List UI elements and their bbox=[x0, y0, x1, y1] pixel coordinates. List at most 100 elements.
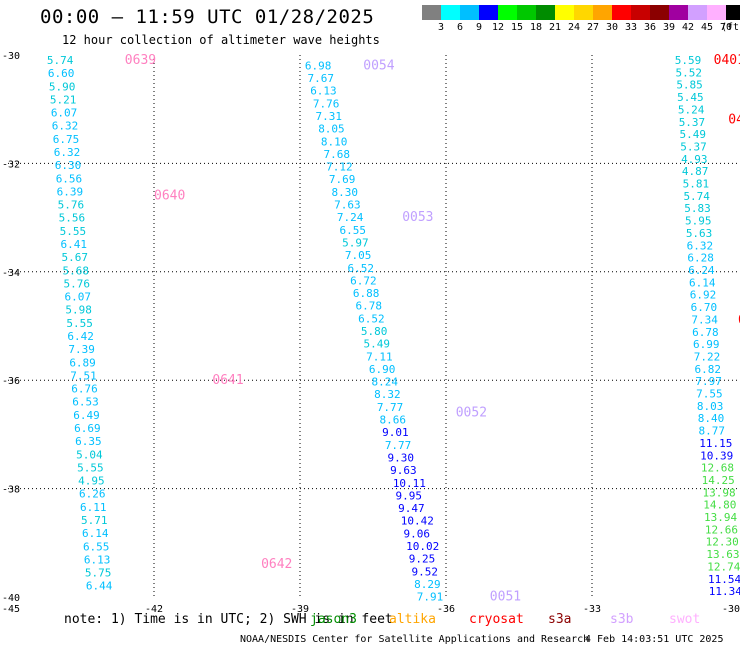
wave-height-label: 6.78 bbox=[692, 326, 719, 339]
wave-height-label: 8.10 bbox=[321, 135, 348, 148]
wave-height-label: 6.28 bbox=[687, 252, 714, 265]
wave-height-label: 5.56 bbox=[59, 212, 86, 225]
wave-height-label: 13.98 bbox=[702, 486, 735, 499]
footer-note: note: 1) Time is in UTC; 2) SWH is in fe… bbox=[64, 612, 393, 627]
wave-height-label: 6.24 bbox=[688, 264, 715, 277]
pass-id-label: 0642 bbox=[261, 557, 292, 572]
y-tick-label: -34 bbox=[2, 268, 20, 279]
wave-height-label: 6.98 bbox=[305, 59, 332, 72]
wave-height-label: 8.29 bbox=[414, 578, 441, 591]
y-tick-label: -36 bbox=[2, 376, 20, 387]
wave-height-label: 5.04 bbox=[76, 448, 103, 461]
wave-height-label: 8.77 bbox=[699, 425, 726, 438]
credit-text: NOAA/NESDIS Center for Satellite Applica… bbox=[240, 634, 590, 645]
wave-height-label: 9.63 bbox=[390, 464, 417, 477]
wave-height-label: 8.03 bbox=[697, 400, 724, 413]
wave-height-label: 7.67 bbox=[308, 72, 335, 85]
wave-height-label: 9.25 bbox=[409, 553, 436, 566]
wave-height-label: 6.11 bbox=[80, 501, 107, 514]
satellite-s3b: s3b bbox=[610, 612, 634, 627]
legend-label: 18 bbox=[529, 22, 543, 33]
wave-height-label: 7.77 bbox=[385, 439, 412, 452]
wave-height-label: 7.39 bbox=[68, 343, 95, 356]
wave-height-label: 11.15 bbox=[699, 437, 732, 450]
chart-title: 00:00 – 11:59 UTC 01/28/2025 bbox=[40, 6, 375, 28]
x-tick-label: -36 bbox=[437, 604, 455, 612]
wave-height-label: 5.37 bbox=[679, 116, 706, 129]
wave-height-label: 6.76 bbox=[71, 383, 98, 396]
wave-height-label: 4.87 bbox=[682, 165, 709, 178]
wave-height-label: 7.69 bbox=[329, 173, 356, 186]
wave-height-label: 6.53 bbox=[72, 396, 99, 409]
wave-height-label: 6.39 bbox=[57, 185, 84, 198]
wave-height-label: 5.63 bbox=[686, 227, 713, 240]
pass-id-label: 0639 bbox=[125, 53, 156, 68]
wave-height-label: 7.76 bbox=[313, 97, 340, 110]
legend-label: 33 bbox=[624, 22, 638, 33]
x-tick-label: -39 bbox=[291, 604, 309, 612]
wave-height-label: 5.71 bbox=[81, 514, 108, 527]
wave-height-label: 6.88 bbox=[353, 287, 380, 300]
wave-height-label: 10.11 bbox=[393, 477, 426, 490]
wave-height-label: 5.90 bbox=[49, 80, 76, 93]
legend-swatch bbox=[517, 5, 536, 20]
x-tick-label: -42 bbox=[145, 604, 163, 612]
wave-height-label: 6.32 bbox=[54, 146, 81, 159]
legend-swatch bbox=[650, 5, 669, 20]
wave-height-label: 5.76 bbox=[63, 277, 89, 290]
wave-height-label: 6.55 bbox=[340, 224, 367, 237]
wave-height-label: 7.55 bbox=[696, 388, 723, 401]
legend-label: 21 bbox=[548, 22, 562, 33]
wave-height-label: 5.45 bbox=[677, 91, 704, 104]
wave-height-label: 5.98 bbox=[65, 304, 92, 317]
legend-label: 9 bbox=[475, 22, 483, 33]
wave-height-label: 13.63 bbox=[706, 548, 739, 561]
wave-height-label: 7.34 bbox=[691, 313, 718, 326]
wave-height-label: 6.90 bbox=[369, 363, 396, 376]
wave-height-label: 12.30 bbox=[706, 536, 739, 549]
wave-height-label: 6.41 bbox=[61, 238, 87, 251]
wave-height-label: 7.12 bbox=[326, 161, 353, 174]
legend-label: 42 bbox=[681, 22, 695, 33]
wave-height-label: 6.44 bbox=[86, 580, 113, 593]
wave-height-label: 7.05 bbox=[345, 249, 372, 262]
legend-swatch bbox=[460, 5, 479, 20]
legend-swatch bbox=[555, 5, 574, 20]
wave-height-label: 6.89 bbox=[69, 356, 96, 369]
wave-height-label: 13.94 bbox=[704, 511, 737, 524]
wave-height-label: 7.68 bbox=[324, 148, 351, 161]
wave-height-label: 9.52 bbox=[411, 565, 438, 578]
wave-height-label: 5.76 bbox=[58, 199, 85, 212]
wave-height-label: 12.66 bbox=[705, 523, 738, 536]
legend-swatch bbox=[593, 5, 612, 20]
pass-id-label: 0401 bbox=[714, 53, 740, 68]
wave-height-label: 7.63 bbox=[334, 199, 361, 212]
wave-height-label: 6.14 bbox=[689, 276, 716, 289]
wave-height-label: 14.80 bbox=[703, 499, 736, 512]
legend-label: 24 bbox=[567, 22, 581, 33]
legend-swatch bbox=[479, 5, 498, 20]
wave-height-label: 6.30 bbox=[55, 159, 82, 172]
legend-swatch bbox=[574, 5, 593, 20]
wave-height-label: 10.02 bbox=[406, 540, 439, 553]
satellite-s3a: s3a bbox=[548, 612, 572, 627]
wave-height-label: 10.42 bbox=[401, 515, 434, 528]
x-tick-label: -45 bbox=[2, 604, 20, 612]
wave-height-label: 5.49 bbox=[679, 128, 706, 141]
legend-swatch bbox=[707, 5, 726, 20]
wave-height-label: 7.97 bbox=[695, 375, 722, 388]
legend-label: 45 bbox=[700, 22, 714, 33]
wave-height-label: 8.30 bbox=[332, 186, 359, 199]
wave-height-label: 5.80 bbox=[361, 325, 388, 338]
legend-label: 6 bbox=[456, 22, 464, 33]
wave-height-label: 5.75 bbox=[85, 567, 112, 580]
y-tick-label: -30 bbox=[2, 51, 20, 62]
wave-height-label: 6.49 bbox=[73, 409, 100, 422]
wave-height-label: 9.30 bbox=[387, 451, 414, 464]
y-tick-label: -38 bbox=[2, 485, 20, 496]
chart-subtitle: 12 hour collection of altimeter wave hei… bbox=[62, 33, 380, 47]
legend-label: 12 bbox=[491, 22, 505, 33]
legend-swatch bbox=[422, 5, 441, 20]
wave-height-label: 6.70 bbox=[691, 301, 718, 314]
